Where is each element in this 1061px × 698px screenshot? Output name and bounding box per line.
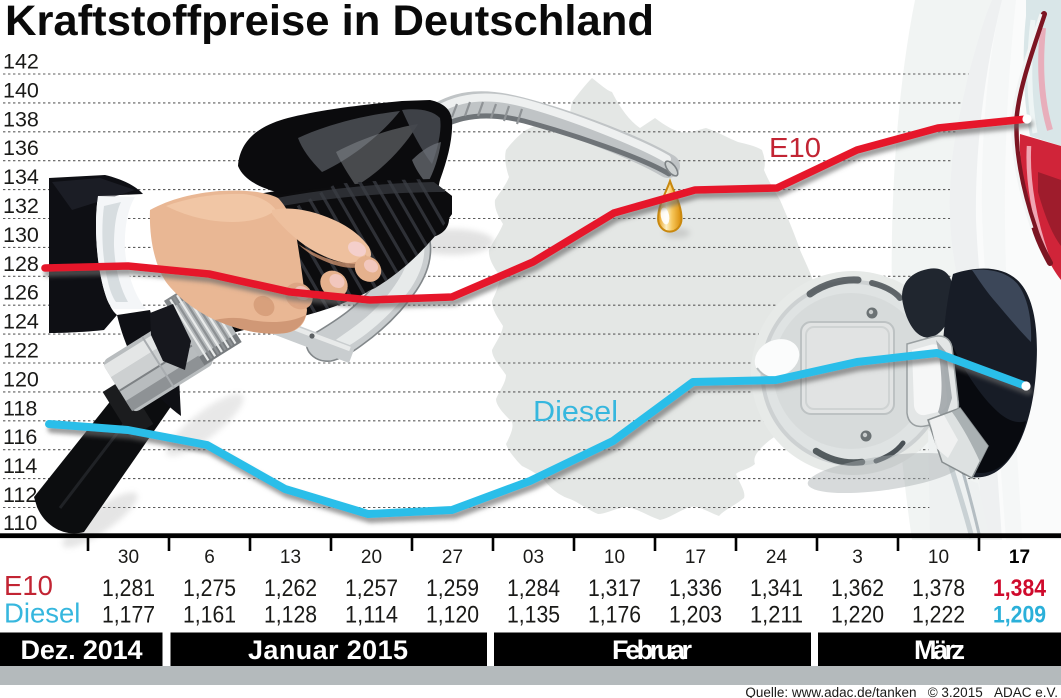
svg-text:124: 124 [3,310,39,334]
svg-text:130: 130 [3,223,39,247]
svg-text:1,317: 1,317 [588,575,641,602]
svg-text:132: 132 [3,194,39,218]
svg-text:17: 17 [1009,547,1030,568]
svg-text:03: 03 [523,547,544,568]
svg-text:110: 110 [3,511,37,535]
svg-text:13: 13 [280,547,301,568]
svg-text:122: 122 [3,339,39,363]
svg-text:1,281: 1,281 [102,575,155,602]
svg-text:17: 17 [685,547,706,568]
svg-text:134: 134 [3,165,39,189]
svg-text:140: 140 [3,78,39,102]
svg-text:Januar 2015: Januar 2015 [248,635,408,665]
svg-text:1,176: 1,176 [588,602,641,629]
svg-text:1,161: 1,161 [183,602,236,629]
svg-text:1,284: 1,284 [507,575,560,602]
svg-text:116: 116 [3,425,37,449]
svg-text:1,177: 1,177 [102,602,155,629]
svg-text:1,275: 1,275 [183,575,236,602]
svg-text:136: 136 [3,136,39,160]
svg-text:128: 128 [3,252,39,276]
svg-text:142: 142 [3,50,39,74]
svg-text:Kraftstoffpreise in Deutschlan: Kraftstoffpreise in Deutschland [5,0,654,45]
svg-text:120: 120 [3,367,39,391]
svg-text:1,220: 1,220 [831,602,884,629]
svg-text:30: 30 [118,547,139,568]
svg-text:1,378: 1,378 [912,575,965,602]
svg-text:Diesel: Diesel [533,396,618,428]
svg-text:E10: E10 [4,570,53,601]
svg-text:Diesel: Diesel [4,598,80,629]
svg-text:1,120: 1,120 [426,602,479,629]
svg-text:1,203: 1,203 [669,602,722,629]
svg-text:1,257: 1,257 [345,575,398,602]
svg-text:1,211: 1,211 [750,602,803,629]
svg-text:1,336: 1,336 [669,575,722,602]
svg-text:E10: E10 [769,132,821,163]
svg-text:Februar: Februar [612,635,692,665]
svg-text:1,384: 1,384 [993,575,1047,602]
svg-text:112: 112 [3,483,37,507]
svg-text:24: 24 [766,547,788,568]
svg-text:3: 3 [852,547,863,568]
svg-text:1,362: 1,362 [831,575,884,602]
svg-text:126: 126 [3,281,39,305]
svg-text:10: 10 [928,547,949,568]
svg-text:1,114: 1,114 [345,602,398,629]
svg-text:114: 114 [3,454,37,478]
svg-text:138: 138 [3,107,39,131]
svg-text:6: 6 [204,547,215,568]
svg-text:1,262: 1,262 [264,575,317,602]
svg-text:1,259: 1,259 [426,575,479,602]
svg-text:1,128: 1,128 [264,602,317,629]
svg-text:27: 27 [442,547,463,568]
svg-text:1,135: 1,135 [507,602,560,629]
svg-text:1,209: 1,209 [993,602,1046,629]
svg-text:Dez. 2014: Dez. 2014 [21,635,143,665]
svg-text:118: 118 [3,396,37,420]
svg-text:Quelle: www.adac.de/tanken ©: Quelle: www.adac.de/tanken © 3.2015 ADAC… [745,685,1058,698]
svg-text:10: 10 [604,547,625,568]
svg-text:März: März [914,635,965,665]
svg-text:20: 20 [361,547,382,568]
svg-text:1,222: 1,222 [912,602,965,629]
svg-text:1,341: 1,341 [750,575,803,602]
